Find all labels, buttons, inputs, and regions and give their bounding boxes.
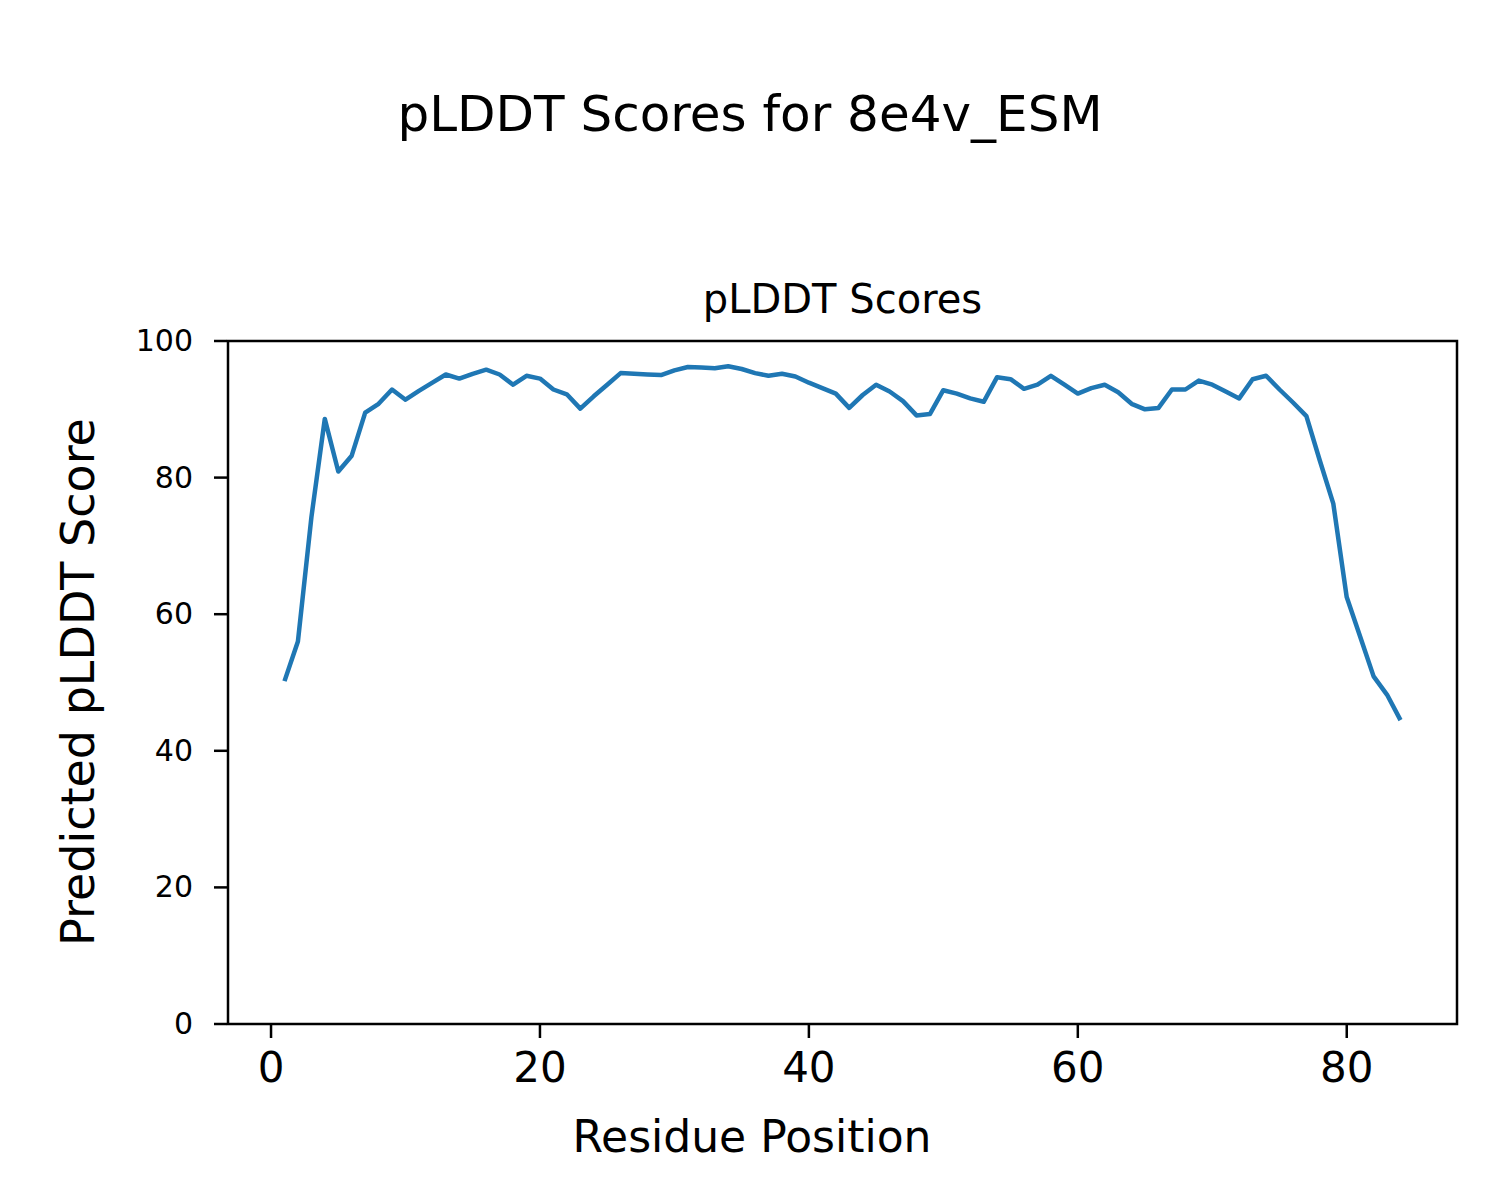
x-tick-label: 0 [211,1047,331,1089]
x-tick-label: 40 [749,1047,869,1089]
plddt-line [285,366,1401,720]
axes-spines [228,341,1457,1024]
x-tick-label: 80 [1287,1047,1407,1089]
plot-canvas [0,0,1500,1200]
y-tick-label: 60 [155,599,193,629]
y-tick-label: 0 [174,1009,193,1039]
y-tick-label: 100 [136,326,193,356]
y-axis-label: Predicted pLDDT Score [52,418,104,946]
y-tick-label: 40 [155,736,193,766]
x-axis-label: Residue Position [352,1112,1152,1162]
figure: pLDDT Scores for 8e4v_ESM pLDDT Scores 0… [0,0,1500,1200]
y-tick-label: 20 [155,872,193,902]
y-tick-label: 80 [155,463,193,493]
x-tick-label: 20 [480,1047,600,1089]
x-tick-label: 60 [1018,1047,1138,1089]
